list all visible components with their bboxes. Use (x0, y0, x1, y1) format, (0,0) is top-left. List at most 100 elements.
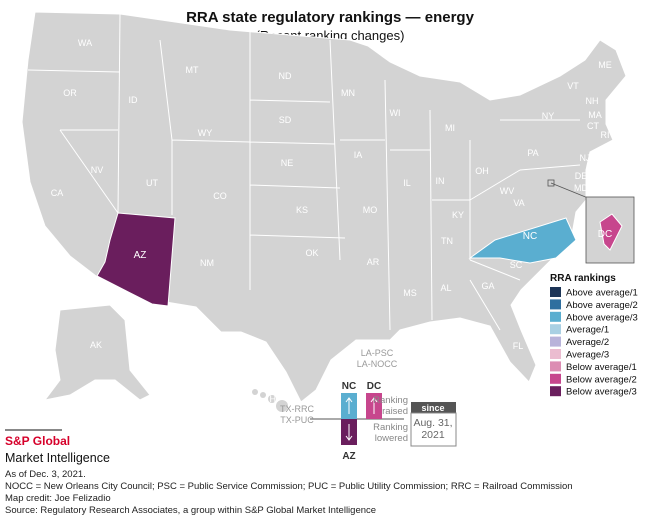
legend-swatch (550, 361, 561, 372)
state-labels: WA OR CA NV ID MT WY UT CO NM ND SD NE KS OK MN IA MO AR WI… (51, 38, 612, 425)
state-label: TN (441, 236, 453, 246)
state-label: IL (403, 178, 411, 188)
inset-leader (550, 182, 589, 199)
state-label: MA (588, 110, 602, 120)
state-label: KS (296, 205, 308, 215)
state-label: HI (270, 394, 279, 404)
state-label: IA (354, 150, 363, 160)
change-arrow (345, 424, 353, 441)
state-label: RI (601, 130, 610, 140)
annotation: TX-PUC (280, 415, 314, 425)
division: Market Intelligence (5, 451, 110, 465)
note: Map credit: Joe Felizadio (5, 493, 111, 504)
state-label: FL (513, 341, 524, 351)
legend-swatch (550, 336, 561, 347)
alaska (43, 304, 151, 401)
state-label: KY (452, 210, 464, 220)
state-label: ND (279, 71, 292, 81)
note: NOCC = New Orleans City Council; PSC = P… (5, 481, 573, 492)
state-label: NH (586, 96, 599, 106)
state-label: MI (445, 123, 455, 133)
date-label: 2021 (421, 429, 445, 441)
us-map (21, 11, 635, 412)
highlighted-state-label: AZ (134, 250, 147, 261)
hawaii (252, 389, 288, 412)
brand: S&P Global (5, 434, 70, 448)
legend-label: Average/3 (566, 350, 609, 361)
legend-swatch (550, 386, 561, 397)
state-label: GA (481, 281, 494, 291)
state-nc (468, 217, 577, 264)
lowered-label: lowered (375, 433, 408, 444)
state-label: SD (279, 115, 292, 125)
state-label: NM (200, 258, 214, 268)
state-label: IN (436, 176, 445, 186)
state-dc (599, 213, 623, 251)
raised-label: raised (382, 406, 408, 417)
since-box (411, 402, 456, 413)
date-label: Aug. 31, (413, 417, 452, 429)
state-label: ID (129, 95, 139, 105)
legend-swatch (550, 349, 561, 359)
state-label: WA (78, 38, 92, 48)
change-arrow (370, 397, 378, 414)
raised-label: Ranking (373, 395, 408, 406)
state-label: SC (510, 260, 523, 270)
highlighted-state-label: DC (598, 229, 612, 240)
note: As of Dec. 3, 2021. (5, 469, 86, 480)
state-label: OK (305, 248, 318, 258)
state-label: NE (281, 158, 294, 168)
legend-label: Above average/1 (566, 288, 638, 299)
state-label: NV (91, 165, 104, 175)
state-label: CT (587, 121, 599, 131)
state-az (96, 212, 176, 307)
legend-label: Above average/3 (566, 312, 638, 323)
legend-swatch (550, 287, 561, 297)
state-label: DE (575, 171, 588, 181)
state-label: UT (146, 178, 158, 188)
state-label: NJ (580, 153, 591, 163)
state-label: MT (186, 65, 199, 75)
note: Source: Regulatory Research Associates, … (5, 505, 376, 516)
state-label: ME (598, 60, 612, 70)
legend-swatch (550, 311, 561, 322)
lowered-label: Ranking (373, 422, 408, 433)
state-label: NY (542, 111, 555, 121)
state-label: WY (198, 128, 213, 138)
state-label: OR (63, 88, 77, 98)
since-label: since (421, 403, 444, 413)
change-arrow (345, 397, 353, 414)
state-label: VT (567, 81, 579, 91)
date-box (410, 412, 457, 447)
legend-label: Above average/2 (566, 300, 638, 311)
state-label: MN (341, 88, 355, 98)
legend-label: Below average/3 (566, 387, 637, 398)
footer: S&P Global Market Intelligence As of Dec. … (5, 429, 573, 516)
state-label: VA (513, 198, 524, 208)
state-label: CA (51, 188, 64, 198)
legend-label: Below average/2 (566, 374, 637, 385)
dc-locator (547, 179, 555, 187)
legend-label: Average/2 (566, 337, 609, 348)
legend-swatch (550, 299, 561, 310)
annotation: LA-PSC (361, 348, 394, 358)
change-state-label: NC (342, 381, 356, 392)
change-state-label: DC (367, 381, 381, 392)
state-label: OH (475, 166, 489, 176)
state-label: MO (363, 205, 378, 215)
title: RRA state regulatory rankings — energy (186, 9, 475, 26)
legend-title: RRA rankings (550, 273, 616, 284)
state-label: MS (403, 288, 417, 298)
state-label: PA (527, 148, 538, 158)
legend-label: Below average/1 (566, 362, 637, 373)
state-label: MD (574, 183, 588, 193)
state-label: WI (390, 108, 401, 118)
state-label: AR (367, 257, 380, 267)
state-label: CO (213, 191, 227, 201)
annotation: LA-NOCC (357, 359, 398, 369)
legend-swatch (550, 324, 561, 335)
